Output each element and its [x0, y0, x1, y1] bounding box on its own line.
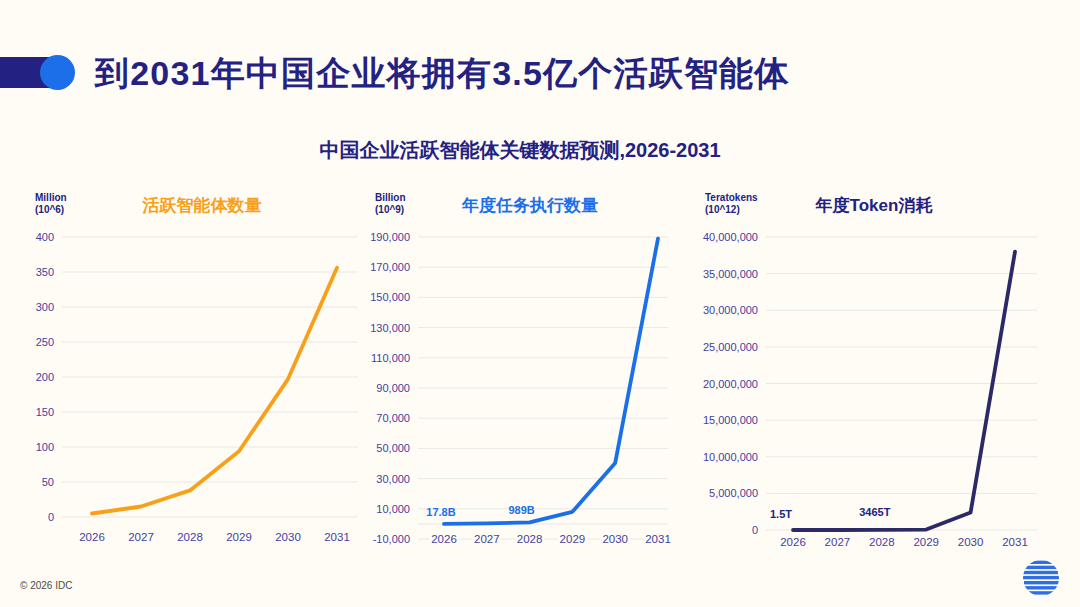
y-tick-label: 30,000 [376, 473, 410, 485]
y-axis-unit-label: Teratokens(10^12) [705, 192, 758, 216]
chart-title: 活跃智能体数量 [92, 194, 312, 217]
chart-annual-tasks: Billion(10^9) 年度任务执行数量 -10,000 10,000 30,0… [365, 185, 690, 565]
y-tick-label: 10,000,000 [703, 451, 758, 463]
y-tick-label: 15,000,000 [703, 414, 758, 426]
idc-globe-logo [1022, 559, 1060, 597]
y-tick-label: 150,000 [370, 291, 410, 303]
page-title: 到2031年中国企业将拥有3.5亿个活跃智能体 [95, 51, 790, 97]
y-tick-label: 200 [36, 371, 54, 383]
y-tick-label: 35,000,000 [703, 268, 758, 280]
chart-title: 年度Token消耗 [764, 194, 984, 217]
y-tick-label: 30,000,000 [703, 304, 758, 316]
y-tick-label: 20,000,000 [703, 378, 758, 390]
y-tick-label: 90,000 [376, 382, 410, 394]
x-tick-label: 2029 [226, 531, 252, 543]
data-label-annotation: 1.5T [770, 508, 792, 520]
line-chart-active-agents: 0 50 100 150 200 250 300 350 400 2026 2027 2028 2029… [20, 225, 365, 560]
y-tick-label: -10,000 [373, 533, 410, 545]
copyright-text: © 2026 IDC [20, 580, 72, 591]
line-chart-annual-tasks: -10,000 10,000 30,000 50,000 70,000 90,000 110… [365, 225, 690, 560]
x-tick-label: 2027 [128, 531, 154, 543]
y-tick-label: 100 [36, 441, 54, 453]
y-tick-label: 300 [36, 301, 54, 313]
data-series-line [793, 252, 1015, 530]
line-chart-token-consumption: 0 5,000,000 10,000,000 15,000,000 20,000,000… [690, 225, 1080, 560]
x-tick-label: 2029 [560, 533, 586, 545]
x-tick-label: 2028 [177, 531, 203, 543]
y-tick-label: 25,000,000 [703, 341, 758, 353]
chart-group-subtitle: 中国企业活跃智能体关键数据预测,2026-2031 [0, 137, 1040, 164]
y-tick-label: 150 [36, 406, 54, 418]
y-tick-label: 5,000,000 [709, 487, 758, 499]
chart-active-agents: Million(10^6) 活跃智能体数量 0 50 100 150 200 250 300… [20, 185, 365, 565]
x-tick-label: 2030 [275, 531, 301, 543]
title-accent-circle [40, 55, 75, 90]
x-tick-label: 2031 [324, 531, 350, 543]
x-tick-label: 2029 [913, 536, 939, 548]
x-tick-label: 2028 [869, 536, 895, 548]
y-tick-label: 400 [36, 231, 54, 243]
x-tick-label: 2030 [958, 536, 984, 548]
chart-token-consumption: Teratokens(10^12) 年度Token消耗 0 5,000,000 10… [690, 185, 1080, 565]
x-tick-label: 2026 [431, 533, 457, 545]
data-label-annotation: 989B [508, 504, 534, 516]
x-tick-label: 2026 [780, 536, 806, 548]
data-label-annotation: 3465T [859, 506, 890, 518]
x-tick-label: 2031 [645, 533, 671, 545]
y-axis-unit-label: Million(10^6) [35, 192, 67, 216]
x-tick-label: 2026 [79, 531, 105, 543]
data-label-annotation: 17.8B [426, 506, 455, 518]
y-tick-label: 110,000 [371, 352, 410, 364]
x-tick-label: 2030 [602, 533, 628, 545]
x-tick-label: 2027 [825, 536, 851, 548]
y-tick-label: 0 [48, 511, 54, 523]
y-tick-label: 130,000 [370, 322, 410, 334]
y-tick-label: 170,000 [370, 261, 410, 273]
data-series-line [444, 239, 658, 524]
y-tick-label: 0 [752, 524, 758, 536]
y-axis-unit-label: Billion(10^9) [375, 192, 406, 216]
y-tick-label: 250 [36, 336, 54, 348]
y-tick-label: 50 [42, 476, 54, 488]
x-tick-label: 2027 [474, 533, 500, 545]
chart-title: 年度任务执行数量 [420, 194, 640, 217]
y-tick-label: 50,000 [376, 442, 410, 454]
data-series-line [92, 268, 337, 514]
x-tick-label: 2031 [1002, 536, 1028, 548]
y-tick-label: 190,000 [370, 231, 410, 243]
y-tick-label: 350 [36, 266, 54, 278]
x-tick-label: 2028 [517, 533, 543, 545]
y-tick-label: 70,000 [376, 412, 410, 424]
y-tick-label: 10,000 [376, 503, 410, 515]
y-tick-label: 40,000,000 [703, 231, 758, 243]
